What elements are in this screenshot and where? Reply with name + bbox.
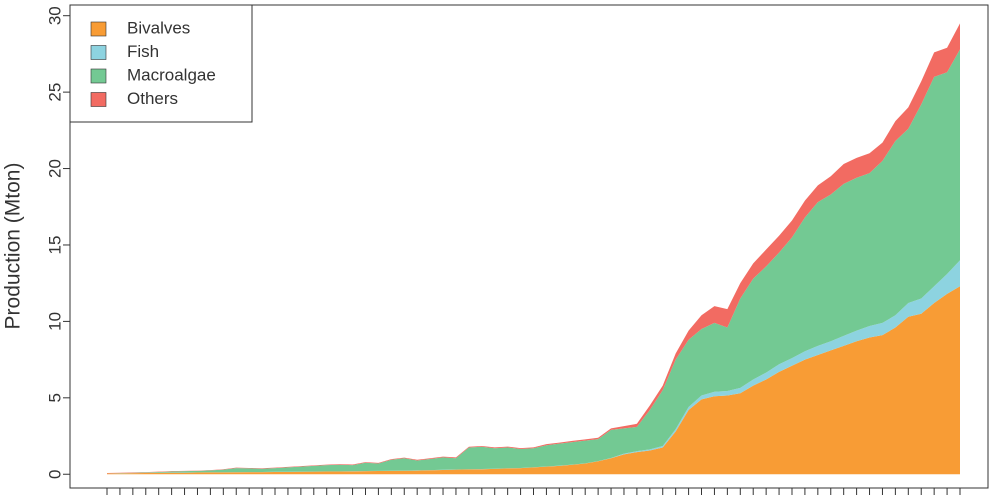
legend: Bivalves Fish Macroalgae Others: [69, 4, 253, 123]
legend-swatch: [90, 92, 107, 107]
legend-label: Bivalves: [127, 18, 190, 37]
area: [107, 260, 960, 474]
area: [107, 286, 960, 475]
legend-label: Others: [127, 89, 178, 108]
y-axis-title: Production (Mton): [2, 163, 25, 330]
legend-label: Macroalgae: [127, 65, 216, 84]
y-tick-label: 10: [45, 312, 64, 331]
y-tick-label: 20: [45, 159, 64, 178]
legend-swatch: [90, 68, 107, 84]
y-tick-label: 15: [45, 236, 64, 255]
y-tick-label: 0: [45, 470, 64, 479]
y-tick-label: 30: [45, 6, 64, 25]
legend-swatch: [90, 21, 107, 37]
area: [107, 49, 960, 474]
legend-swatch: [90, 45, 107, 60]
y-tick-label: 25: [45, 83, 64, 102]
plot-frame: [69, 4, 989, 489]
y-tick-label: 5: [45, 393, 64, 402]
legend-label: Fish: [127, 42, 159, 61]
